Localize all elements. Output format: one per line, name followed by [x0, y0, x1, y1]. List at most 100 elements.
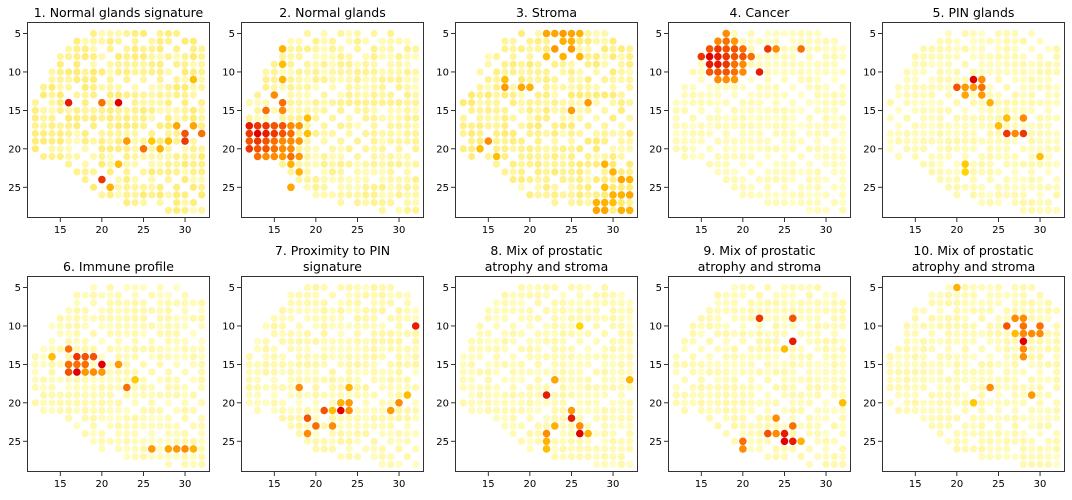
spot-point: [805, 414, 814, 422]
spot-point: [526, 99, 534, 107]
spot-point: [953, 391, 961, 399]
spot-point: [387, 460, 395, 468]
spot-point: [969, 122, 978, 130]
spot-point: [764, 122, 772, 130]
spot-point: [1003, 414, 1011, 422]
spot-point: [362, 68, 370, 76]
spot-point: [509, 337, 517, 345]
spot-point: [387, 183, 395, 191]
spot-point: [459, 114, 467, 122]
spot-point: [181, 430, 189, 438]
spot-point: [493, 307, 501, 315]
spot-point: [551, 199, 559, 207]
spot-point: [592, 383, 601, 392]
spot-point: [395, 383, 403, 392]
spot-point: [1036, 76, 1044, 84]
spot-point: [245, 114, 253, 122]
spot-point: [501, 129, 509, 138]
spot-point: [139, 314, 148, 322]
highlight-point: [969, 399, 978, 407]
spot-point: [920, 414, 928, 422]
spot-point: [551, 307, 559, 315]
spot-point: [320, 91, 328, 99]
spot-point: [601, 168, 609, 176]
spot-point: [747, 129, 755, 138]
spot-point: [164, 337, 172, 345]
spot-point: [822, 353, 830, 361]
spot-point: [911, 53, 919, 61]
spot-point: [287, 414, 295, 422]
axes-frame: [241, 276, 424, 472]
spot-point: [772, 176, 780, 184]
spot-point: [148, 152, 156, 161]
spot-point: [345, 83, 353, 91]
spot-point: [780, 368, 789, 376]
spot-point: [697, 91, 705, 99]
spot-point: [245, 399, 253, 407]
spot-point: [65, 83, 73, 91]
highlight-point: [287, 137, 295, 145]
spot-point: [1028, 83, 1036, 91]
highlight-point: [270, 91, 279, 99]
spot-point: [1036, 406, 1044, 415]
spot-point: [969, 383, 978, 392]
spot-point: [830, 76, 839, 84]
spot-point: [89, 183, 98, 191]
spot-point: [312, 106, 320, 114]
spot-point: [617, 437, 626, 445]
spot-point: [139, 53, 148, 61]
spot-point: [320, 37, 328, 45]
spot-point: [559, 160, 567, 168]
y-tick-label: 10: [649, 67, 662, 78]
spot-point: [40, 376, 48, 384]
spot-point: [362, 391, 370, 399]
spot-point: [747, 283, 755, 292]
x-tick-label: 25: [137, 225, 150, 236]
spot-point: [944, 330, 953, 338]
spot-point: [961, 330, 969, 338]
spot-point: [345, 430, 353, 438]
spot-point: [403, 414, 411, 422]
spot-point: [730, 399, 739, 407]
highlight-point: [697, 52, 706, 61]
spot-point: [337, 453, 345, 461]
spot-point: [131, 191, 139, 199]
highlight-point: [270, 152, 279, 161]
spot-point: [484, 76, 492, 84]
spot-point: [830, 122, 839, 130]
highlight-point: [1011, 129, 1019, 138]
spot-point: [509, 376, 517, 384]
highlight-point: [730, 60, 739, 69]
spot-point: [592, 191, 601, 199]
spot-point: [362, 307, 370, 315]
spot-point: [969, 430, 978, 438]
spot-point: [459, 360, 467, 368]
highlight-point: [287, 122, 295, 130]
spot-point: [944, 145, 953, 153]
spot-point: [961, 76, 969, 84]
spot-point: [626, 299, 634, 307]
spot-point: [345, 60, 353, 68]
spot-point: [722, 83, 730, 91]
spot-point: [1044, 168, 1052, 176]
spot-point: [395, 437, 403, 445]
spot-point: [517, 106, 526, 114]
spot-point: [903, 330, 911, 338]
spot-point: [576, 414, 584, 422]
spot-point: [123, 29, 131, 38]
spot-point: [459, 129, 467, 138]
spot-point: [534, 376, 542, 384]
spot-point: [303, 183, 312, 191]
spot-point: [534, 399, 542, 407]
spot-point: [114, 337, 123, 345]
spot-point: [626, 437, 634, 445]
spot-point: [626, 383, 634, 392]
spot-point: [839, 337, 847, 345]
spot-point: [468, 99, 476, 107]
spot-point: [822, 399, 830, 407]
spot-point: [198, 445, 206, 453]
spot-point: [601, 106, 609, 114]
spot-point: [697, 376, 705, 384]
spot-point: [928, 168, 936, 176]
spot-point: [114, 83, 123, 91]
